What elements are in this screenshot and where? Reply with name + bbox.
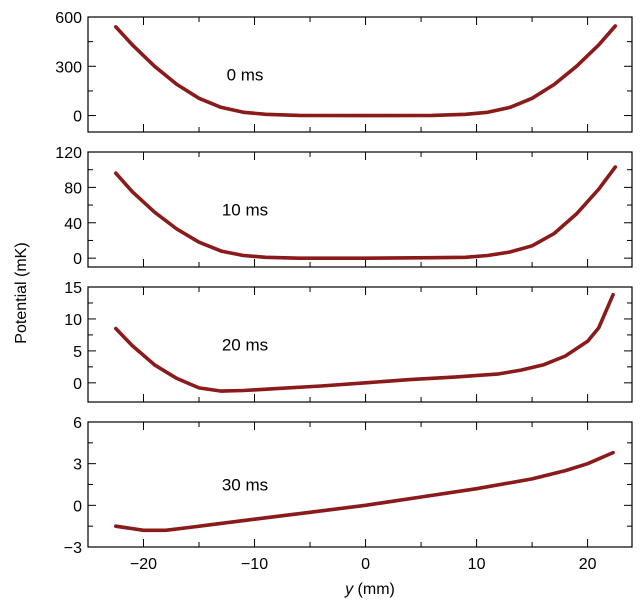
y-tick-label: 600 [55,10,82,27]
y-tick-label: 120 [55,145,82,162]
y-tick-label: 0 [73,109,82,126]
panel-time-label: 20 ms [222,336,268,355]
y-tick-label: 40 [64,216,82,233]
x-tick-label: 20 [579,556,597,573]
y-tick-label: 300 [55,59,82,76]
x-tick-label: −10 [241,556,268,573]
x-tick-label: 10 [468,556,486,573]
panels: 0 300 600 0 ms 0 40 80 120 10 ms 0 5 10 15 20 ms −3 0 3 6… [55,10,633,573]
potential-curve [114,165,618,260]
y-tick-label: 3 [73,457,82,474]
y-tick-label: 10 [64,312,82,329]
y-axis-title: Potential (mK) [13,242,30,343]
panel-frame [87,151,633,268]
panel-time-label: 0 ms [227,66,264,85]
potential-curve [114,24,618,118]
y-tick-label: 5 [73,344,82,361]
panel-frame [87,16,633,133]
panel-1: 0 300 600 0 ms [55,10,633,133]
y-tick-label: 0 [73,251,82,268]
panel-time-label: 30 ms [222,476,268,495]
potential-curve [114,292,615,393]
y-tick-label: 0 [73,376,82,393]
x-axis-title-variable: y [344,581,354,598]
y-tick-label: 80 [64,180,82,197]
panel-2: 0 40 80 120 10 ms [55,145,633,268]
panel-frame [87,286,633,403]
potential-curve [114,450,615,533]
x-tick-label: 0 [361,556,370,573]
y-tick-label: 6 [73,415,82,432]
x-axis-title-unit: (mm) [353,581,395,598]
x-axis-title: y (mm) [344,581,395,598]
y-tick-label: 0 [73,498,82,515]
panel-3: 0 5 10 15 20 ms [64,280,633,403]
panel-time-label: 10 ms [222,201,268,220]
y-tick-label: −3 [64,540,82,557]
y-tick-label: 15 [64,280,82,297]
panel-4: −3 0 3 6 30 ms −20 −10 0 10 20 [64,415,633,573]
x-tick-label: −20 [130,556,157,573]
